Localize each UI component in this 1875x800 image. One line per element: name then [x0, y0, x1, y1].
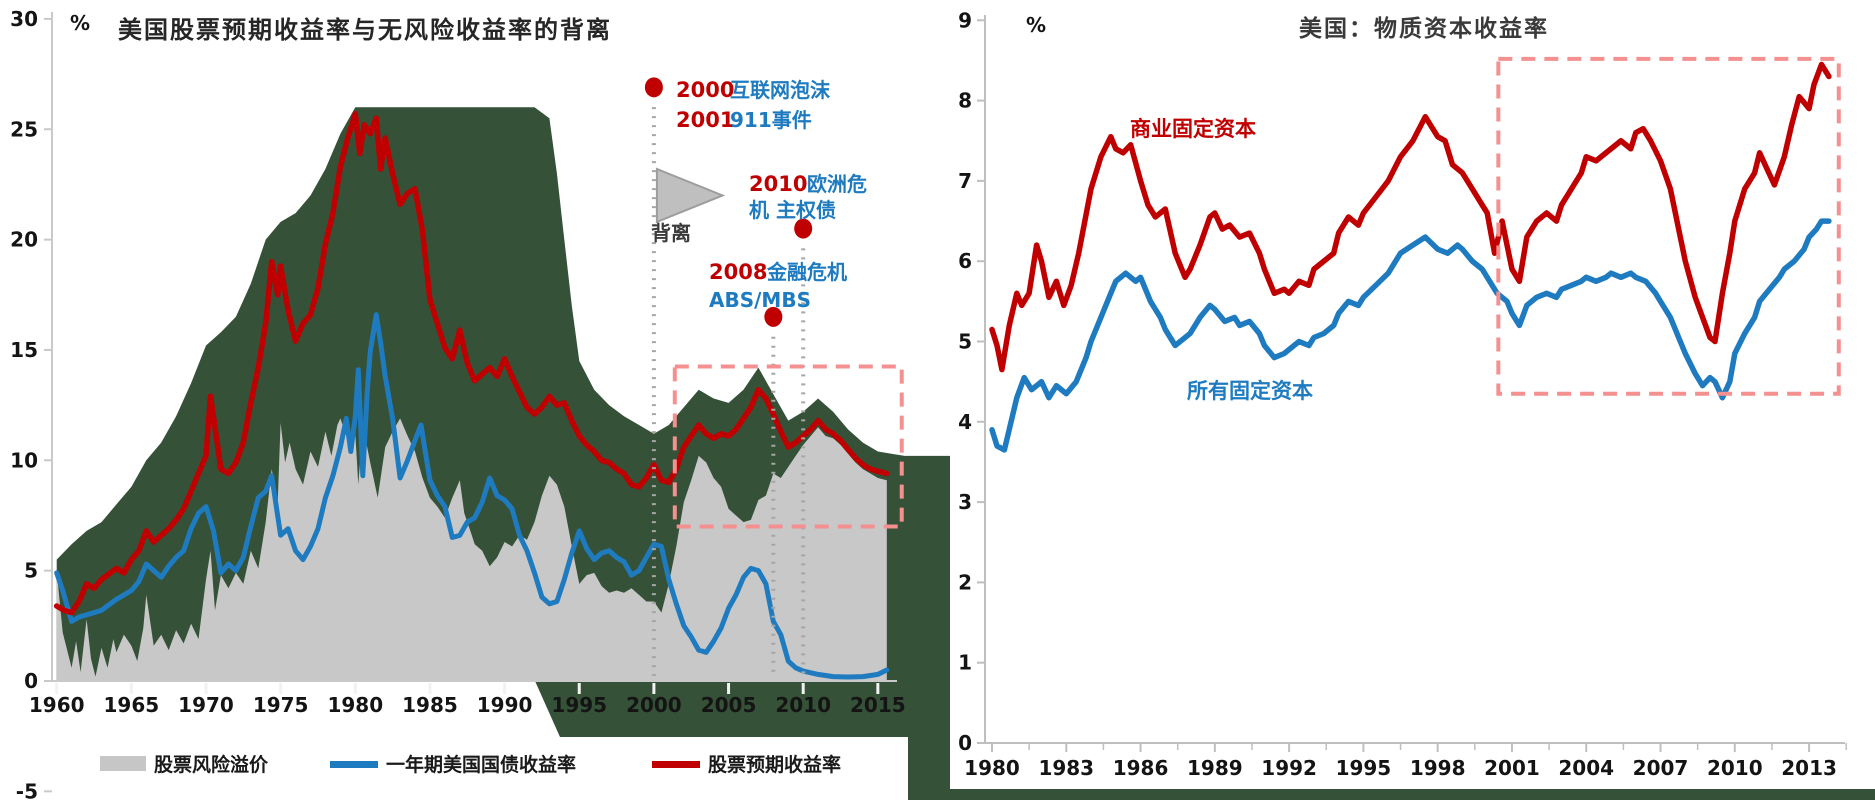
annotation-2008-sub: ABS/MBS — [709, 288, 811, 312]
annotation-2000-year: 2000 — [676, 78, 734, 102]
x-tick-label: 2000 — [626, 693, 682, 717]
annotation-2000-event: 互联网泡沫 — [730, 78, 831, 102]
event-dot-2000 — [644, 77, 663, 98]
annotation-2010-year: 2010 — [749, 172, 807, 196]
x-tick-label: 2007 — [1633, 756, 1689, 780]
left-chart-title: 美国股票预期收益率与无风险收益率的背离 — [118, 16, 612, 44]
y-tick-label: 3 — [958, 490, 972, 514]
x-tick-label: 1990 — [477, 693, 533, 717]
divergence-triangle — [655, 167, 726, 224]
x-tick-label: 2010 — [1707, 756, 1763, 780]
right-chart: 0 1 2 3 4 5 6 7 8 9 1980 1983 1986 1989 1992 1995 1998 20… — [950, 8, 1875, 800]
series-label-business-fixed-capital: 商业固定资本 — [1130, 117, 1256, 141]
event-dot-2010 — [794, 218, 813, 239]
x-tick-label: 1998 — [1410, 756, 1466, 780]
y-tick-label: 4 — [958, 410, 972, 434]
y-tick-label: 25 — [10, 117, 38, 141]
annotation-2001-year: 2001 — [676, 108, 734, 132]
x-tick-label: 1992 — [1261, 756, 1317, 780]
y-tick-label: 0 — [958, 731, 972, 755]
x-tick-label: 1995 — [551, 693, 607, 717]
legend-swatch-risk-premium — [100, 756, 146, 771]
x-tick-label: 1980 — [964, 756, 1020, 780]
y-tick-label: 5 — [958, 330, 972, 354]
expected-return-line — [53, 111, 890, 616]
x-tick-label: 1975 — [253, 693, 309, 717]
left-highlight-box — [672, 364, 904, 529]
x-tick-label: 1986 — [1113, 756, 1169, 780]
right-chart-title: 美国：物质资本收益率 — [1299, 15, 1549, 42]
all-fixed-capital-line — [989, 218, 1832, 453]
y-tick-label: 7 — [958, 169, 972, 193]
x-tick-label: 2015 — [850, 693, 906, 717]
annotation-2008-year: 2008 — [709, 260, 767, 284]
legend-swatch-treasury — [330, 761, 378, 768]
x-tick-label: 1985 — [402, 693, 458, 717]
divergence-label: 背离 — [651, 221, 691, 245]
legend-label-expected-return: 股票预期收益率 — [708, 753, 841, 776]
event-dot-2008 — [764, 306, 783, 327]
legend-label-treasury: 一年期美国国债收益率 — [386, 753, 576, 776]
x-tick-label: 1980 — [327, 693, 383, 717]
series-label-all-fixed-capital: 所有固定资本 — [1187, 379, 1313, 403]
x-tick-label: 2010 — [775, 693, 831, 717]
left-y-unit-label: % — [70, 11, 90, 35]
x-tick-label: 1965 — [104, 693, 160, 717]
y-tick-label: 1 — [958, 651, 972, 675]
x-tick-label: 2001 — [1484, 756, 1540, 780]
y-tick-label: 20 — [10, 228, 38, 252]
y-tick-label: 15 — [10, 338, 38, 362]
x-tick-label: 1983 — [1038, 756, 1094, 780]
x-tick-label: 2004 — [1558, 756, 1614, 780]
treasury-yield-line — [54, 312, 890, 680]
x-tick-label: 2005 — [701, 693, 757, 717]
x-tick-label: 1989 — [1187, 756, 1243, 780]
bottom-green-bar — [950, 789, 1875, 800]
annotation-2001-event: 911事件 — [730, 108, 812, 132]
business-fixed-capital-line — [989, 61, 1832, 373]
y-tick-label: 8 — [958, 89, 972, 113]
legend-label-risk-premium: 股票风险溢价 — [154, 753, 269, 776]
y-tick-label: 9 — [958, 8, 972, 32]
x-tick-label: 1960 — [29, 693, 85, 717]
x-tick-label: 1995 — [1336, 756, 1392, 780]
right-highlight-box — [1496, 56, 1841, 396]
y-tick-label: 30 — [10, 7, 38, 31]
y-tick-label: 0 — [24, 669, 38, 693]
annotation-2010-event-line1: 欧洲危 — [807, 172, 867, 196]
legend-swatch-expected-return — [652, 761, 700, 768]
annotation-2010-event-line2: 机 主权债 — [749, 198, 836, 222]
right-y-unit-label: % — [1026, 13, 1046, 37]
y-tick-label: -5 — [16, 779, 38, 800]
x-tick-label: 2013 — [1781, 756, 1837, 780]
annotation-2008-event: 金融危机 — [766, 260, 847, 284]
y-tick-label: 10 — [10, 448, 38, 472]
y-tick-label: 5 — [24, 559, 38, 583]
y-tick-label: 2 — [958, 570, 972, 594]
y-tick-label: 6 — [958, 249, 972, 273]
right-chart-plot: 0 1 2 3 4 5 6 7 8 9 1980 1983 1986 1989 1992 1995 1998 20… — [950, 8, 1875, 800]
x-tick-label: 1970 — [178, 693, 234, 717]
